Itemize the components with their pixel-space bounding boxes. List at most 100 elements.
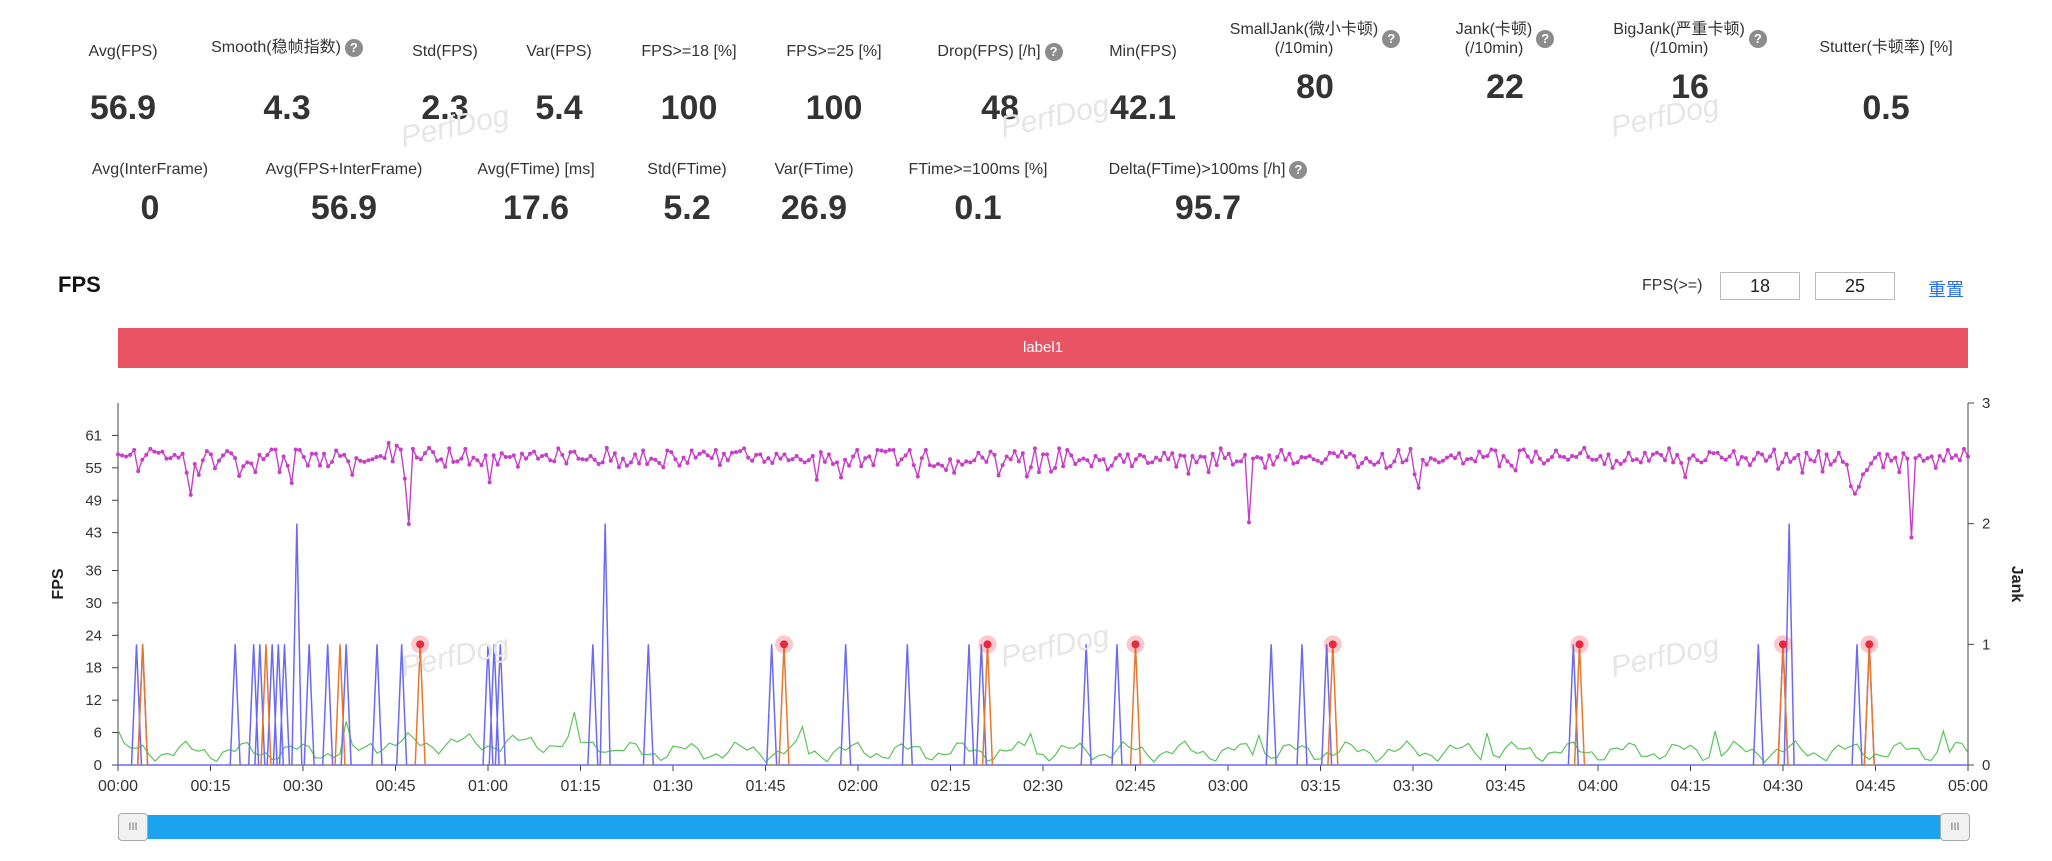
help-icon[interactable]: ? <box>1289 160 1308 179</box>
fps-point[interactable] <box>422 451 427 456</box>
fps-point[interactable] <box>1267 453 1272 458</box>
fps-point[interactable] <box>1759 452 1764 457</box>
fps-point[interactable] <box>701 449 706 454</box>
fps-point[interactable] <box>1146 460 1151 465</box>
fps-point[interactable] <box>802 460 807 465</box>
fps-point[interactable] <box>1707 450 1712 455</box>
fps-point[interactable] <box>233 456 238 461</box>
fps-point[interactable] <box>1598 453 1603 458</box>
fps-point[interactable] <box>1808 457 1813 462</box>
fps-point[interactable] <box>1412 472 1417 477</box>
fps-point[interactable] <box>124 454 129 459</box>
fps-point[interactable] <box>346 459 351 464</box>
fps-point[interactable] <box>1917 453 1922 458</box>
fps-point[interactable] <box>588 453 593 458</box>
fps-point[interactable] <box>596 462 601 467</box>
fps-point[interactable] <box>871 463 876 468</box>
fps-point[interactable] <box>1594 457 1599 462</box>
fps-point[interactable] <box>1271 462 1276 467</box>
fps-point[interactable] <box>980 455 985 460</box>
fps-point[interactable] <box>1121 459 1126 464</box>
fps-point[interactable] <box>620 456 625 461</box>
fps-point[interactable] <box>826 452 831 457</box>
fps-point[interactable] <box>1424 462 1429 467</box>
fps-point[interactable] <box>1356 465 1361 470</box>
fps-point[interactable] <box>1747 463 1752 468</box>
fps-point[interactable] <box>1848 484 1853 489</box>
fps-point[interactable] <box>1198 454 1203 459</box>
fps-point[interactable] <box>1921 458 1926 463</box>
fps-point[interactable] <box>1691 453 1696 458</box>
fps-point[interactable] <box>164 456 169 461</box>
fps-point[interactable] <box>1327 450 1332 455</box>
fps-point[interactable] <box>984 459 989 464</box>
fps-point[interactable] <box>495 462 500 467</box>
fps-point[interactable] <box>253 470 258 475</box>
fps-point[interactable] <box>1372 462 1377 467</box>
fps-point[interactable] <box>1642 450 1647 455</box>
fps-point[interactable] <box>911 463 916 468</box>
fps-point[interactable] <box>511 453 516 458</box>
fps-point[interactable] <box>564 461 569 466</box>
fps-point[interactable] <box>1497 464 1502 469</box>
fps-point[interactable] <box>507 455 512 460</box>
fps-point[interactable] <box>1768 454 1773 459</box>
fps-point[interactable] <box>277 470 282 475</box>
fps-point[interactable] <box>677 463 682 468</box>
fps-point[interactable] <box>132 448 137 453</box>
fps-point[interactable] <box>451 459 456 464</box>
fps-point[interactable] <box>1832 458 1837 463</box>
fps-point[interactable] <box>1675 452 1680 457</box>
fps-point[interactable] <box>140 457 145 462</box>
fps-point[interactable] <box>1259 456 1264 461</box>
fps-point[interactable] <box>1008 457 1013 462</box>
fps-point[interactable] <box>362 459 367 464</box>
fps-point[interactable] <box>903 453 908 458</box>
fps-point[interactable] <box>1420 457 1425 462</box>
fps-point[interactable] <box>887 448 892 453</box>
fps-point[interactable] <box>128 452 133 457</box>
fps-point[interactable] <box>1166 457 1171 462</box>
fps-point[interactable] <box>350 472 355 477</box>
fps-point[interactable] <box>992 452 997 457</box>
fps-point[interactable] <box>225 449 230 454</box>
fps-point[interactable] <box>463 446 468 451</box>
fps-point[interactable] <box>1218 446 1223 451</box>
fps-point[interactable] <box>342 452 347 457</box>
fps-point[interactable] <box>297 448 302 453</box>
fps-point[interactable] <box>1477 449 1482 454</box>
fps-point[interactable] <box>604 445 609 450</box>
fps-point[interactable] <box>628 460 633 465</box>
fps-point[interactable] <box>592 457 597 462</box>
fps-point[interactable] <box>334 448 339 453</box>
fps-point[interactable] <box>1206 470 1211 475</box>
fps-point[interactable] <box>1804 450 1809 455</box>
fps-point[interactable] <box>1622 458 1627 463</box>
fps-point[interactable] <box>1057 446 1062 451</box>
fps-point[interactable] <box>927 463 932 468</box>
bigjank-marker[interactable] <box>416 640 425 649</box>
fps-point[interactable] <box>1489 447 1494 452</box>
fps-point[interactable] <box>1865 467 1870 472</box>
fps-point[interactable] <box>1784 451 1789 456</box>
fps-point[interactable] <box>746 455 751 460</box>
fps-point[interactable] <box>237 473 242 478</box>
fps-point[interactable] <box>447 446 452 451</box>
fps-point[interactable] <box>742 446 747 451</box>
fps-point[interactable] <box>301 455 306 460</box>
fps-point[interactable] <box>1190 453 1195 458</box>
fps-point[interactable] <box>1525 454 1530 459</box>
fps-point[interactable] <box>948 457 953 462</box>
fps-point[interactable] <box>1873 455 1878 460</box>
fps-point[interactable] <box>144 452 149 457</box>
fps-point[interactable] <box>394 443 399 448</box>
fps-point[interactable] <box>1828 462 1833 467</box>
fps-point[interactable] <box>499 451 504 456</box>
fps-point[interactable] <box>1049 469 1054 474</box>
fps-point[interactable] <box>390 459 395 464</box>
fps-point[interactable] <box>257 452 262 457</box>
fps-point[interactable] <box>1113 456 1118 461</box>
fps-point[interactable] <box>681 455 686 460</box>
fps-point[interactable] <box>552 459 557 464</box>
fps-point[interactable] <box>1646 458 1651 463</box>
